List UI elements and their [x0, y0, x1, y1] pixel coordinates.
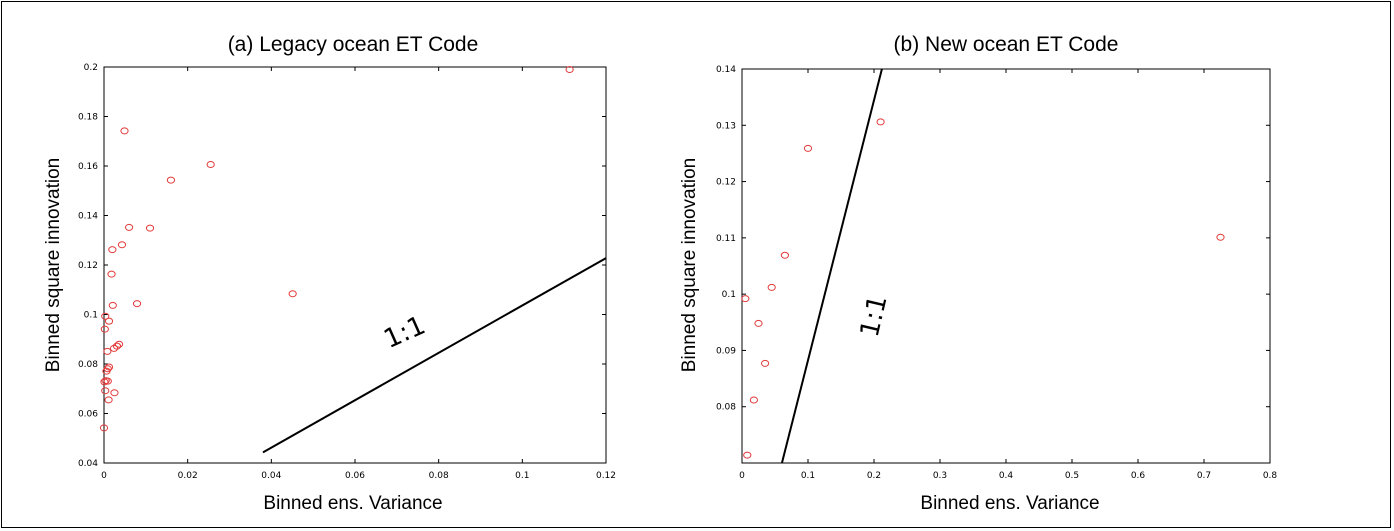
data-point — [109, 344, 119, 352]
panel-a-reference-label: 1:1 — [380, 310, 430, 354]
data-point — [754, 319, 763, 327]
x-tick-label: 0.3 — [933, 471, 947, 481]
panel-b: (b) New ocean ET Code 0 0.1 0.2 0.3 0.4 0.5 0.… — [679, 33, 1277, 514]
panel-b-y-axis-label: Binned square innovation — [679, 158, 700, 372]
data-point — [206, 161, 215, 169]
data-point — [104, 317, 114, 325]
data-point — [117, 241, 127, 249]
y-tick-label: 0.06 — [78, 410, 98, 420]
panel-a-y-axis-label: Binned square innovation — [43, 158, 64, 372]
data-point — [741, 295, 750, 303]
data-point — [565, 65, 574, 73]
data-point — [100, 378, 109, 386]
panel-b-plot-area — [741, 68, 1271, 464]
data-point — [767, 283, 776, 291]
data-point — [104, 363, 114, 371]
data-point — [749, 396, 758, 404]
x-tick-label: 0.8 — [1263, 471, 1278, 481]
y-tick-label: 0.04 — [78, 459, 98, 469]
panel-a-points — [99, 65, 574, 432]
x-tick-label: 0.5 — [1065, 471, 1079, 481]
data-point — [780, 251, 790, 259]
data-point — [743, 451, 752, 459]
data-point — [120, 127, 129, 135]
panel-b-y-ticks: 0.08 0.09 0.1 0.11 0.12 0.13 0.14 — [716, 65, 1270, 413]
panel-a-title: (a) Legacy ocean ET Code — [228, 33, 479, 56]
x-tick-label: 0.04 — [261, 471, 281, 481]
x-tick-label: 0.02 — [178, 471, 198, 481]
data-point — [112, 342, 122, 350]
panel-b-reference-label: 1:1 — [855, 292, 894, 340]
x-tick-label: 0.2 — [867, 471, 881, 481]
panel-a-reference-line — [262, 257, 607, 454]
data-point — [125, 223, 134, 231]
panel-b-x-axis-label: Binned ens. Variance — [920, 493, 1099, 514]
y-tick-label: 0.1 — [84, 311, 98, 321]
y-tick-label: 0.11 — [716, 234, 736, 244]
data-point — [132, 300, 142, 308]
data-point — [108, 246, 117, 254]
panel-a-x-ticks: 0 0.02 0.04 0.06 0.08 0.1 0.12 — [101, 67, 616, 481]
data-point — [100, 325, 109, 333]
y-tick-label: 0.14 — [716, 65, 736, 75]
y-tick-label: 0.09 — [716, 346, 736, 356]
data-point — [108, 301, 117, 309]
y-tick-label: 0.1 — [722, 290, 736, 300]
x-tick-label: 0.08 — [429, 471, 449, 481]
y-tick-label: 0.08 — [78, 360, 98, 370]
y-tick-label: 0.12 — [78, 261, 98, 271]
x-tick-label: 0.4 — [999, 471, 1014, 481]
data-point — [288, 290, 297, 298]
data-point — [104, 396, 113, 404]
x-tick-label: 0.1 — [801, 471, 815, 481]
x-tick-label: 0.6 — [1131, 471, 1146, 481]
x-tick-label: 0.7 — [1197, 471, 1211, 481]
panel-a-plot-area — [103, 66, 607, 464]
data-point — [101, 387, 110, 395]
data-point — [103, 347, 112, 355]
x-tick-label: 0.1 — [515, 471, 529, 481]
one-to-one-line — [262, 257, 607, 454]
panel-a: (a) Legacy ocean ET Code 0 0.02 0.04 0.06 0.… — [43, 33, 616, 514]
x-tick-label: 0 — [101, 471, 107, 481]
data-point — [102, 367, 111, 375]
y-tick-label: 0.12 — [716, 178, 736, 188]
y-tick-label: 0.16 — [78, 162, 98, 172]
data-point — [1216, 233, 1225, 241]
y-tick-label: 0.13 — [716, 121, 736, 131]
panel-a-x-axis-label: Binned ens. Variance — [263, 493, 442, 514]
panel-b-title: (b) New ocean ET Code — [894, 33, 1119, 56]
panel-b-x-ticks: 0 0.1 0.2 0.3 0.4 0.5 0.6 0.7 0.8 — [739, 69, 1277, 481]
y-tick-label: 0.08 — [716, 403, 736, 413]
data-point — [114, 340, 124, 348]
panel-a-y-ticks: 0.04 0.06 0.08 0.1 0.12 0.14 0.16 0.18 0.2 — [78, 63, 606, 469]
data-point — [145, 224, 155, 232]
data-point — [99, 424, 109, 432]
x-tick-label: 0.12 — [596, 471, 616, 481]
data-point — [761, 359, 770, 367]
one-to-one-line — [780, 68, 883, 464]
data-point — [107, 270, 116, 278]
panel-b-points — [741, 118, 1225, 459]
data-point — [166, 176, 176, 184]
data-point — [110, 389, 119, 397]
x-tick-label: 0.06 — [345, 471, 365, 481]
data-point — [803, 144, 813, 152]
y-tick-label: 0.14 — [78, 212, 98, 222]
y-tick-label: 0.18 — [78, 113, 98, 123]
data-point — [876, 118, 885, 126]
y-tick-label: 0.2 — [84, 63, 98, 73]
data-point — [101, 312, 110, 320]
panel-b-reference-line — [780, 68, 883, 464]
x-tick-label: 0 — [739, 471, 745, 481]
